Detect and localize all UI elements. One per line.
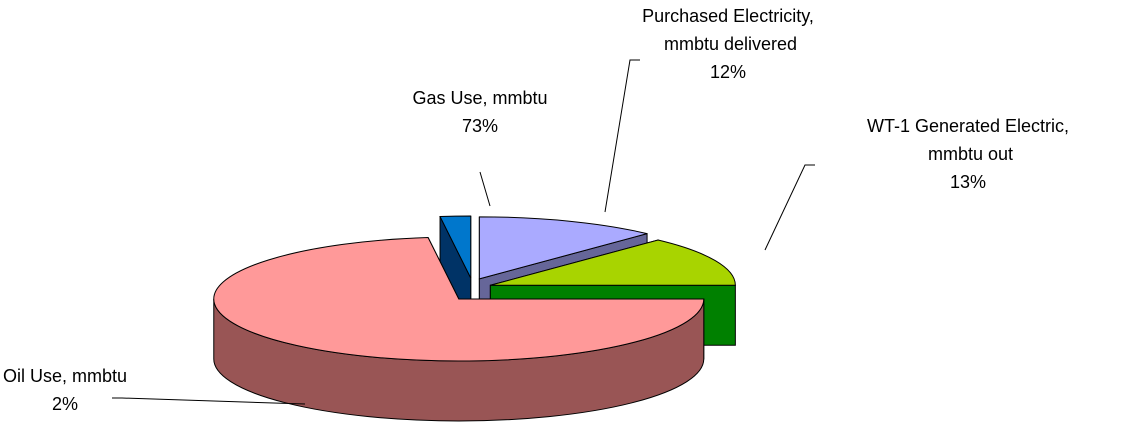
labels: Purchased Electricity, mmbtu delivered 12… xyxy=(3,6,1069,414)
label-line: mmbtu delivered xyxy=(659,34,797,54)
leader-line xyxy=(479,171,491,207)
pie-slice xyxy=(478,216,648,280)
label-line: WT-1 Generated Electric, xyxy=(867,116,1069,136)
value-label: 12% xyxy=(710,62,746,82)
leader-lines xyxy=(112,59,815,405)
slice-label: Gas Use, mmbtu xyxy=(412,88,547,108)
label-line: mmbtu out xyxy=(923,144,1013,164)
label-line: Purchased Electricity, xyxy=(642,6,814,26)
pie-slice xyxy=(490,239,736,286)
pie-slice xyxy=(439,215,472,279)
label-line: Gas Use, mmbtu xyxy=(412,88,547,108)
pie-slice xyxy=(213,236,705,362)
label-line: Oil Use, mmbtu xyxy=(3,366,127,386)
slice-label: Purchased Electricity, mmbtu delivered xyxy=(642,6,814,54)
leader-line xyxy=(764,164,815,251)
leader-line xyxy=(604,59,640,213)
value-label: 13% xyxy=(950,172,986,192)
leader-line xyxy=(112,397,306,405)
slice-label: WT-1 Generated Electric, mmbtu out xyxy=(867,116,1069,164)
value-label: 2% xyxy=(52,394,78,414)
value-label: 73% xyxy=(462,116,498,136)
slice-label: Oil Use, mmbtu xyxy=(3,366,127,386)
pie-tops xyxy=(213,215,736,362)
